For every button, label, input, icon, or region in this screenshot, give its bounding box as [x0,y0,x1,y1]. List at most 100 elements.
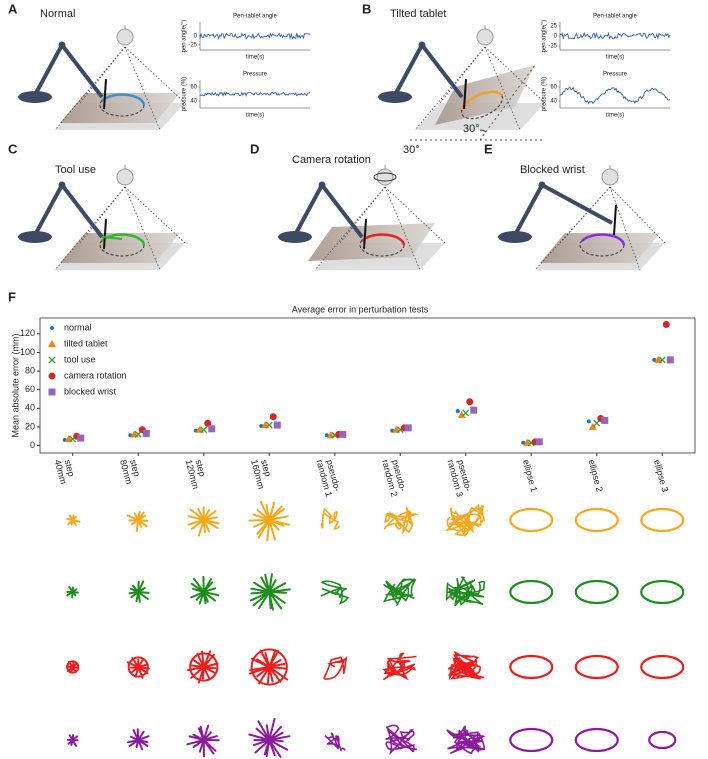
angle-label: 30° [403,144,420,156]
trajectory [447,650,485,681]
arm-base [278,231,312,243]
legend-marker [48,372,56,380]
legend-label: tool use [64,354,96,364]
trajectory [248,718,291,758]
mini-tick-label: 0 [194,34,198,40]
panel-title: Tilted tablet [390,8,446,20]
x-tick-label: step [259,459,273,478]
drawn-path [361,233,406,246]
legend-label: normal [64,322,92,332]
pen [463,78,467,110]
trajectory [574,507,619,533]
point [455,409,460,414]
point [666,356,674,364]
drawn-path [581,233,626,246]
trajectory [250,573,291,611]
trajectory [187,506,220,537]
pen [103,78,107,110]
camera-ray [534,186,611,271]
trajectory [66,734,79,747]
mini-title: Pen-tablet angle [233,14,277,20]
camera-ray [414,46,486,131]
trajectory [323,655,348,680]
camera-ray [609,186,666,244]
y-tick-label: 40 [25,403,35,413]
point [535,438,543,446]
trajectory [383,507,418,535]
legend-marker [48,340,56,347]
pen [103,218,107,250]
panel-letter: C [8,141,18,156]
point [457,410,466,418]
trajectory [648,730,677,750]
mini-xlabel: time(s) [606,113,624,119]
camera [376,168,394,186]
scene [498,165,666,271]
arm-joint [538,181,546,189]
point [652,357,657,362]
trajectory [65,661,79,673]
arm-base [18,231,52,243]
x-tick-label: ellipse 1 [521,459,539,493]
mini-title: Pressure [603,72,628,78]
camera-ray [54,186,126,271]
trajectory [320,508,340,530]
arm-joint [318,181,326,189]
trajectory [445,576,486,607]
point [273,421,281,429]
trajectory [320,580,350,605]
point [470,406,478,414]
point [208,425,216,433]
mini-title: Pen-tablet angle [593,14,637,20]
y-tick-label: 120 [20,328,35,338]
camera [116,28,134,46]
trajectory [574,727,619,753]
tilt-line [479,64,536,141]
mini-trace [559,31,671,40]
trajectory [126,657,150,679]
trajectory [186,724,220,758]
trajectory [186,650,219,684]
tablet [435,65,535,125]
mini-xlabel: time(s) [246,55,264,61]
tool [101,236,123,240]
mini-ylabel: pen angle(°) [182,20,188,53]
mini-title: Pressure [243,72,268,78]
trajectory [128,580,150,603]
scene [18,165,186,271]
x-tick-label: step [194,459,208,478]
trajectory [640,507,685,533]
legend-marker [48,356,56,364]
point [586,419,591,424]
arm-base [498,231,532,243]
point [142,429,150,437]
trajectory [66,514,81,526]
legend-label: tilted tablet [64,338,108,348]
point [521,440,526,445]
trajectory [385,724,418,756]
mini-trace [199,91,311,97]
point [462,409,470,417]
camera-ray [124,186,161,271]
scene [18,25,186,131]
mini-trace [199,32,311,41]
legend-label: camera rotation [64,370,127,380]
y-tick-label: 60 [25,384,35,394]
panel-title: Camera rotation [292,154,371,166]
point [324,433,329,438]
point [269,413,277,421]
tablet [60,93,180,123]
trajectory [248,500,291,542]
camera [476,28,494,46]
trajectory [126,510,149,533]
trajectory [382,652,417,681]
point [77,434,85,442]
mini-tick-label: 40 [190,99,197,105]
point [658,356,666,364]
panel-letter: A [8,1,18,16]
trajectory [324,732,346,753]
point [204,419,212,427]
arm-joint [418,41,426,49]
plot-frame [39,317,696,454]
pen [613,204,617,236]
